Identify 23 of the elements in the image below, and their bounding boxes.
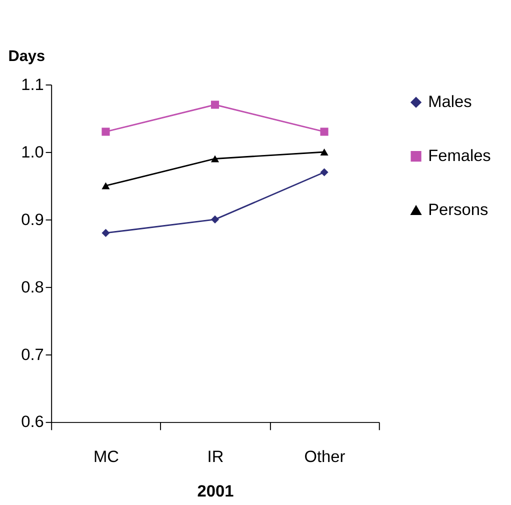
point xyxy=(320,168,328,176)
y-tick-label: 1.0 xyxy=(21,143,44,162)
point xyxy=(210,100,220,109)
point xyxy=(102,228,110,237)
point xyxy=(102,182,110,190)
x-axis-title: 2001 xyxy=(197,482,234,501)
legend-label: Persons xyxy=(428,201,488,220)
y-tick-label: 1.1 xyxy=(21,76,44,94)
point xyxy=(210,155,220,162)
y-tick-label: 0.6 xyxy=(21,413,44,432)
point xyxy=(210,215,220,224)
legend-label: Males xyxy=(428,93,472,112)
y-tick-label: 0.9 xyxy=(21,210,44,229)
y-tick-label: 0.7 xyxy=(21,346,44,364)
point xyxy=(102,128,110,136)
x-tick-label: Other xyxy=(304,448,346,466)
y-tick-label: 0.8 xyxy=(21,278,44,296)
legend-label: Females xyxy=(428,147,491,166)
y-axis-title: Days xyxy=(8,48,46,65)
x-tick-label: IR xyxy=(207,448,224,466)
x-tick-label: MC xyxy=(93,448,120,466)
point xyxy=(320,148,328,156)
point xyxy=(320,128,328,136)
